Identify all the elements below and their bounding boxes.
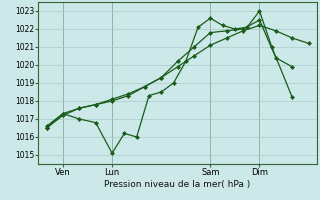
X-axis label: Pression niveau de la mer( hPa ): Pression niveau de la mer( hPa ) bbox=[104, 180, 251, 189]
